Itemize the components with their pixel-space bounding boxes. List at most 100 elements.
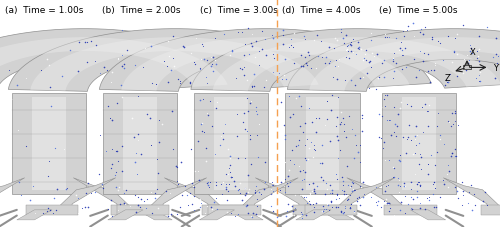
Point xyxy=(251,191,259,194)
Point xyxy=(414,180,422,184)
Point xyxy=(246,138,254,141)
Point xyxy=(220,33,228,37)
Point xyxy=(383,202,391,205)
Point xyxy=(407,195,415,198)
Point xyxy=(198,45,206,48)
Point xyxy=(380,159,388,163)
Point xyxy=(384,183,392,187)
Polygon shape xyxy=(12,94,86,194)
Point xyxy=(328,205,336,208)
Point xyxy=(425,198,433,202)
Point xyxy=(262,54,270,58)
Point xyxy=(394,176,402,180)
Point xyxy=(412,75,420,79)
Point xyxy=(28,184,36,188)
Point xyxy=(490,56,498,60)
Point xyxy=(342,49,350,52)
Point xyxy=(183,194,191,197)
Point xyxy=(196,99,204,102)
Point xyxy=(404,202,412,206)
Point xyxy=(44,174,52,178)
Point xyxy=(342,56,350,59)
Point xyxy=(421,26,429,30)
Point xyxy=(416,207,424,210)
Point xyxy=(400,185,408,188)
Point xyxy=(397,41,405,45)
Point xyxy=(220,122,228,126)
Point xyxy=(18,193,25,197)
Point xyxy=(350,210,358,214)
Point xyxy=(298,212,306,216)
Point xyxy=(390,130,398,134)
Point xyxy=(348,128,356,131)
Point xyxy=(358,114,366,118)
Point xyxy=(462,205,470,208)
Point xyxy=(218,193,226,196)
Point xyxy=(132,151,140,155)
Point xyxy=(402,66,410,69)
Point xyxy=(458,180,466,184)
Point xyxy=(308,141,316,144)
Point xyxy=(344,50,351,54)
Point xyxy=(268,193,276,197)
Point xyxy=(472,50,480,54)
Point xyxy=(296,210,304,214)
Point xyxy=(66,49,74,53)
Point xyxy=(358,76,366,79)
Point xyxy=(244,110,252,113)
Point xyxy=(359,196,367,199)
Point xyxy=(395,159,403,162)
Point xyxy=(431,62,439,66)
Point xyxy=(310,144,318,147)
Point xyxy=(240,54,248,58)
Point xyxy=(474,79,482,83)
Point xyxy=(343,165,351,169)
Point xyxy=(448,152,456,155)
Point xyxy=(219,131,227,135)
Point xyxy=(356,204,364,207)
Point xyxy=(232,112,240,116)
Point xyxy=(184,203,192,207)
Point xyxy=(410,58,418,62)
Point xyxy=(367,32,375,36)
Point xyxy=(22,77,30,81)
Point xyxy=(302,55,310,59)
Point xyxy=(257,192,265,196)
Point xyxy=(413,189,421,192)
Point xyxy=(414,183,422,186)
Point xyxy=(448,155,456,158)
Point xyxy=(467,47,475,51)
Point xyxy=(300,38,308,41)
Polygon shape xyxy=(51,178,116,214)
Point xyxy=(300,131,308,134)
Point xyxy=(346,43,354,47)
Point xyxy=(415,180,423,184)
Point xyxy=(319,178,327,182)
Point xyxy=(210,37,218,40)
Point xyxy=(226,167,234,170)
Point xyxy=(451,185,459,189)
Point xyxy=(196,197,204,201)
Point xyxy=(473,203,481,207)
Point xyxy=(392,135,400,138)
Point xyxy=(255,190,263,194)
Polygon shape xyxy=(347,178,412,214)
Point xyxy=(295,94,303,98)
Point xyxy=(139,66,147,69)
Point xyxy=(362,49,370,53)
Point xyxy=(442,79,450,83)
Point xyxy=(300,178,308,182)
Point xyxy=(120,201,128,205)
Point xyxy=(328,200,336,204)
Text: Y: Y xyxy=(494,64,498,73)
Point xyxy=(374,200,382,203)
Point xyxy=(134,139,142,143)
Point xyxy=(269,37,277,41)
Point xyxy=(492,53,500,57)
Point xyxy=(306,147,314,151)
Point xyxy=(347,184,355,188)
Point xyxy=(251,56,259,60)
Point xyxy=(112,185,120,189)
Point xyxy=(416,201,424,205)
Point xyxy=(356,144,364,148)
